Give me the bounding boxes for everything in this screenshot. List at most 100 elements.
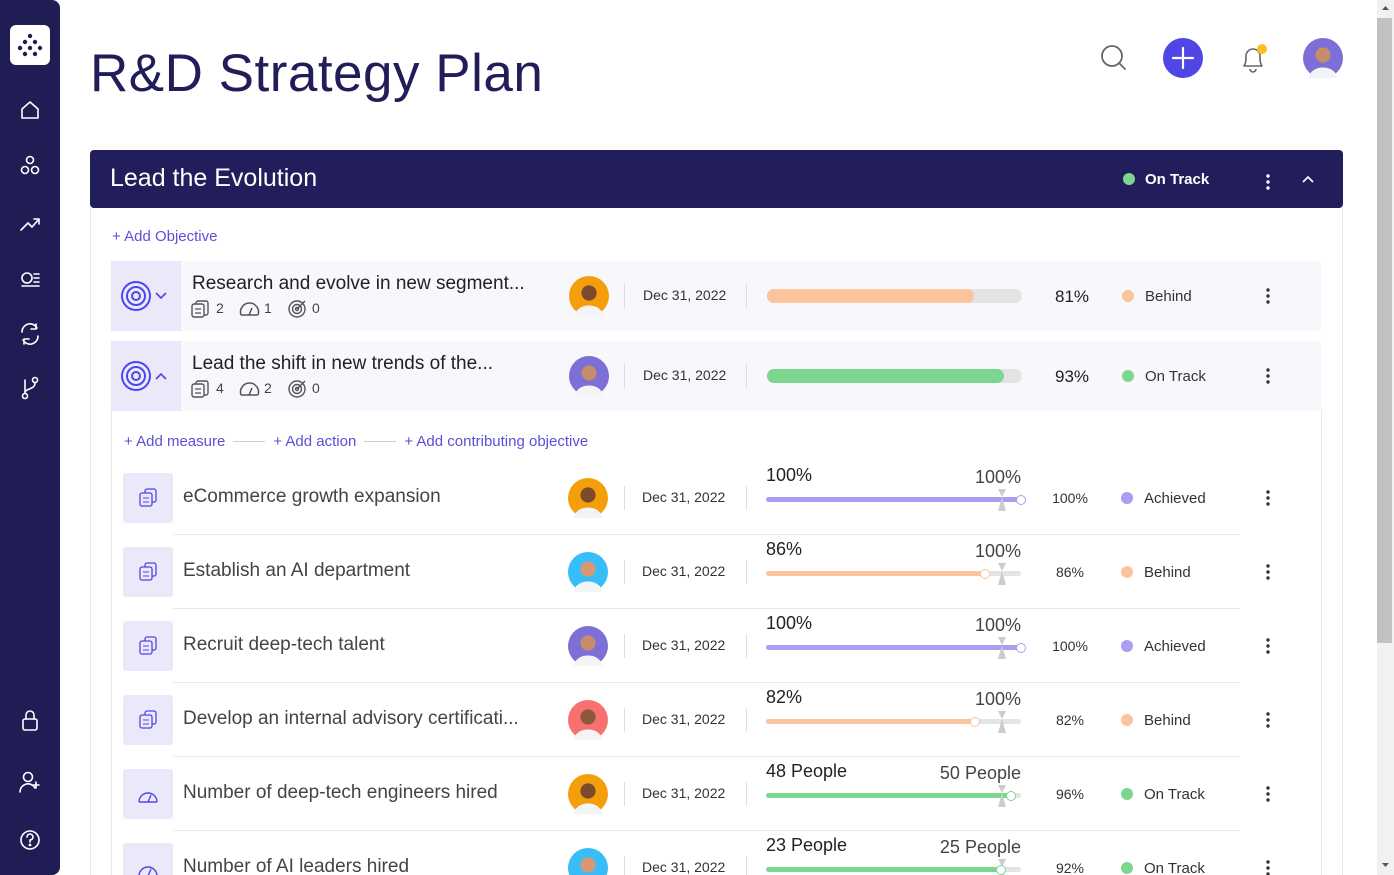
row-menu[interactable] xyxy=(1258,782,1278,806)
add-link[interactable]: + Add contributing objective xyxy=(404,433,589,450)
progress-bar xyxy=(767,369,1005,383)
avatar-icon xyxy=(568,626,608,666)
current-value: 100% xyxy=(766,465,813,485)
goal-status: On Track xyxy=(1145,171,1210,188)
avatar-icon xyxy=(568,700,608,740)
target-value: 100% xyxy=(974,541,1021,561)
objective-toggle[interactable] xyxy=(111,261,181,331)
row-menu[interactable] xyxy=(1258,364,1278,388)
count-measures: 2 xyxy=(216,300,224,316)
row-menu[interactable] xyxy=(1258,634,1278,658)
avatar xyxy=(568,626,608,666)
avatar xyxy=(569,356,609,396)
status-dot xyxy=(1123,173,1135,185)
expanded-links: + Add measure + Add action + Add contribut… xyxy=(124,433,588,450)
progress-bar xyxy=(766,571,986,576)
goal-menu[interactable] xyxy=(1258,170,1278,194)
avatar xyxy=(1303,38,1343,78)
count-icon xyxy=(191,378,213,400)
progress-thumb xyxy=(980,569,991,579)
add-objective-link[interactable]: + Add Objective xyxy=(112,228,218,245)
divider xyxy=(746,486,747,510)
avatar xyxy=(568,700,608,740)
row-menu-icon xyxy=(1266,368,1270,384)
measure-icon xyxy=(123,843,173,875)
row-menu-icon xyxy=(1266,564,1270,580)
search-button[interactable] xyxy=(1096,40,1130,74)
row-separator xyxy=(173,608,1240,609)
divider xyxy=(746,364,747,388)
progress-label: 100% xyxy=(1052,638,1088,654)
measure-title[interactable]: Recruit deep-tech talent xyxy=(183,634,385,655)
current-value: 86% xyxy=(766,539,803,559)
divider xyxy=(624,782,625,806)
link-separator xyxy=(233,441,266,442)
count-icon xyxy=(191,298,213,320)
row-menu-icon xyxy=(1266,712,1270,728)
due-date: Dec 31, 2022 xyxy=(642,563,726,579)
progress-bar xyxy=(766,497,1021,502)
row-menu-icon xyxy=(1266,786,1270,802)
row-menu[interactable] xyxy=(1258,486,1278,510)
measure-icon-icon xyxy=(123,621,173,671)
objective-toggle[interactable] xyxy=(111,341,181,411)
progress-bar xyxy=(766,719,976,724)
progress-bar xyxy=(766,793,1011,798)
notifications-button[interactable] xyxy=(1236,40,1270,76)
objective-title[interactable]: Research and evolve in new segment... xyxy=(192,273,525,294)
measure-title[interactable]: Develop an internal advisory certificati… xyxy=(183,708,519,729)
logo-icon xyxy=(17,33,43,57)
measure-icon-icon xyxy=(123,695,173,745)
status: On Track xyxy=(1144,786,1205,803)
due-date: Dec 31, 2022 xyxy=(643,287,727,303)
measure-title[interactable]: eCommerce growth expansion xyxy=(183,486,441,507)
current-value: 48 People xyxy=(766,761,848,781)
add-button[interactable] xyxy=(1162,37,1204,79)
count-actions: 2 xyxy=(264,380,272,396)
divider xyxy=(746,782,747,806)
row-menu[interactable] xyxy=(1258,560,1278,584)
target-marker-icon xyxy=(998,637,1006,659)
avatar xyxy=(568,774,608,814)
objective-title[interactable]: Lead the shift in new trends of the... xyxy=(192,353,494,374)
measure-title[interactable]: Establish an AI department xyxy=(183,560,411,581)
measure-title[interactable]: Number of deep-tech engineers hired xyxy=(183,782,498,803)
scroll-arrows[interactable] xyxy=(1377,0,1394,875)
current-value: 82% xyxy=(766,687,803,707)
target-marker-icon xyxy=(998,785,1006,807)
row-menu[interactable] xyxy=(1258,284,1278,308)
count-icon-icon xyxy=(288,300,306,318)
divider xyxy=(624,708,625,732)
target-marker xyxy=(997,488,1007,512)
add-link[interactable]: + Add action xyxy=(273,433,357,450)
avatar xyxy=(569,276,609,316)
row-menu[interactable] xyxy=(1258,708,1278,732)
count-icon xyxy=(287,378,309,400)
measure-icon xyxy=(123,695,173,745)
row-menu-icon xyxy=(1266,288,1270,304)
count-objectives: 0 xyxy=(312,300,320,316)
objective-row xyxy=(111,261,1321,331)
measure-title[interactable]: Number of AI leaders hired xyxy=(183,856,410,875)
measure-icon-icon xyxy=(123,843,173,875)
row-menu[interactable] xyxy=(1258,856,1278,875)
avatar-icon xyxy=(569,276,609,316)
target-marker xyxy=(997,636,1007,660)
sidebar-icons[interactable] xyxy=(0,90,60,870)
row-separator xyxy=(173,756,1240,757)
scrollbar-thumb[interactable] xyxy=(1377,18,1392,643)
measure-icon-icon xyxy=(123,473,173,523)
status-dot xyxy=(1122,370,1134,382)
add-link[interactable]: + Add measure xyxy=(124,433,226,450)
divider xyxy=(624,486,625,510)
row-separator xyxy=(173,830,1240,831)
status-dot xyxy=(1121,492,1133,504)
divider xyxy=(624,560,625,584)
logo[interactable] xyxy=(10,25,50,65)
expanded-panel xyxy=(111,410,1322,875)
status: Achieved xyxy=(1144,490,1206,507)
divider xyxy=(624,364,625,388)
progress-thumb xyxy=(970,717,981,727)
collapse-button[interactable] xyxy=(1298,170,1318,190)
